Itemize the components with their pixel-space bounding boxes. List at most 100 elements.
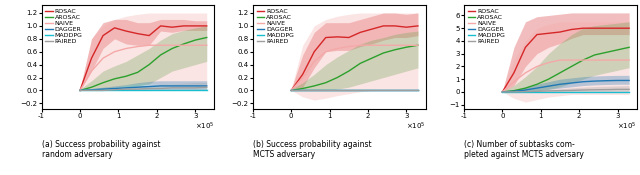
PAIRED (76, 89, 84, 92)
MADDPG (602, 91, 610, 93)
DAGGER (403, 89, 410, 92)
Line: DAGGER: DAGGER (502, 80, 629, 92)
NAIVE (310, 60, 318, 62)
MADDPG (356, 89, 364, 92)
NAIVE (510, 81, 518, 83)
AROSAC (76, 89, 84, 92)
AROSAC (168, 47, 176, 50)
PAIRED (88, 89, 95, 92)
ROSAC (568, 28, 575, 30)
NAIVE (345, 46, 353, 48)
MADDPG (614, 91, 621, 93)
PAIRED (380, 89, 387, 92)
PAIRED (356, 89, 364, 92)
PAIRED (122, 88, 130, 90)
AROSAC (299, 88, 307, 90)
MADDPG (499, 91, 506, 93)
NAIVE (122, 47, 130, 50)
PAIRED (614, 88, 621, 90)
DAGGER (499, 91, 506, 93)
Line: ROSAC: ROSAC (80, 26, 207, 90)
NAIVE (333, 47, 341, 50)
Legend: ROSAC, AROSAC, NAIVE, DAGGER, MADDPG, PAIRED: ROSAC, AROSAC, NAIVE, DAGGER, MADDPG, PA… (467, 8, 506, 45)
ROSAC (134, 33, 141, 35)
ROSAC (356, 31, 364, 33)
AROSAC (310, 85, 318, 87)
ROSAC (122, 30, 130, 32)
ROSAC (287, 89, 295, 92)
DAGGER (368, 89, 376, 92)
PAIRED (333, 89, 341, 92)
MADDPG (203, 89, 211, 92)
MADDPG (625, 91, 633, 93)
NAIVE (191, 44, 199, 46)
Line: NAIVE: NAIVE (502, 60, 629, 92)
AROSAC (591, 54, 598, 56)
Text: (a) Success probability against
random adversary: (a) Success probability against random a… (42, 140, 160, 159)
PAIRED (510, 91, 518, 93)
Text: (b) Success probability against
MCTS adversary: (b) Success probability against MCTS adv… (253, 140, 371, 159)
NAIVE (403, 44, 410, 46)
AROSAC (157, 54, 164, 56)
DAGGER (391, 89, 399, 92)
PAIRED (145, 88, 153, 90)
PAIRED (203, 86, 211, 88)
NAIVE (545, 62, 552, 64)
NAIVE (203, 44, 211, 46)
DAGGER (157, 85, 164, 87)
AROSAC (499, 91, 506, 93)
Text: $\times10^5$: $\times10^5$ (406, 121, 426, 132)
NAIVE (625, 59, 633, 61)
ROSAC (602, 27, 610, 29)
DAGGER (76, 89, 84, 92)
ROSAC (380, 25, 387, 27)
ROSAC (333, 36, 341, 38)
NAIVE (99, 57, 107, 59)
AROSAC (122, 75, 130, 77)
PAIRED (180, 87, 188, 89)
MADDPG (591, 91, 598, 93)
NAIVE (591, 59, 598, 61)
MADDPG (134, 89, 141, 92)
DAGGER (287, 89, 295, 92)
MADDPG (414, 89, 422, 92)
NAIVE (287, 89, 295, 92)
NAIVE (614, 59, 621, 61)
MADDPG (368, 89, 376, 92)
ROSAC (414, 25, 422, 27)
MADDPG (380, 89, 387, 92)
AROSAC (625, 46, 633, 48)
PAIRED (157, 88, 164, 90)
NAIVE (168, 44, 176, 46)
MADDPG (403, 89, 410, 92)
PAIRED (568, 89, 575, 92)
MADDPG (579, 91, 587, 93)
PAIRED (522, 91, 529, 93)
ROSAC (76, 89, 84, 92)
AROSAC (368, 57, 376, 59)
AROSAC (356, 62, 364, 64)
NAIVE (322, 51, 330, 53)
DAGGER (414, 89, 422, 92)
ROSAC (180, 25, 188, 27)
NAIVE (368, 44, 376, 46)
PAIRED (391, 89, 399, 92)
Line: ROSAC: ROSAC (291, 26, 418, 90)
ROSAC (88, 57, 95, 59)
PAIRED (191, 87, 199, 89)
AROSAC (414, 44, 422, 46)
DAGGER (191, 85, 199, 87)
ROSAC (145, 34, 153, 37)
NAIVE (499, 91, 506, 93)
AROSAC (391, 49, 399, 51)
PAIRED (499, 91, 506, 93)
PAIRED (403, 89, 410, 92)
Line: PAIRED: PAIRED (502, 89, 629, 92)
ROSAC (299, 73, 307, 75)
MADDPG (391, 89, 399, 92)
DAGGER (380, 89, 387, 92)
PAIRED (168, 87, 176, 89)
MADDPG (287, 89, 295, 92)
Line: AROSAC: AROSAC (291, 45, 418, 90)
NAIVE (391, 44, 399, 46)
